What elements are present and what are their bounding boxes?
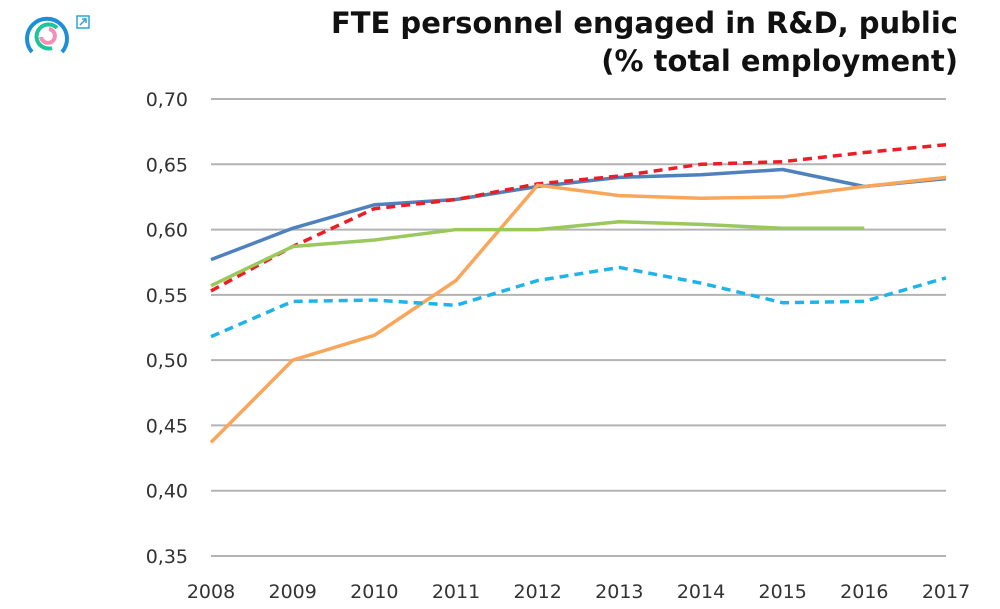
y-tick-label: 0,60 — [146, 220, 188, 242]
y-tick-label: 0,35 — [146, 546, 188, 568]
series-line-red-dashed — [210, 142, 947, 293]
logo-icon[interactable] — [22, 10, 72, 64]
y-tick-label: 0,45 — [146, 415, 188, 437]
series-line-cyan-dashed — [210, 265, 947, 339]
x-tick-label: 2010 — [350, 581, 398, 603]
title-line: FTE personnel engaged in R&D, public — [330, 6, 958, 40]
subtitle-line: (% total employment) — [601, 44, 958, 78]
external-link-icon[interactable] — [76, 14, 90, 33]
y-tick-label: 0,55 — [146, 285, 188, 307]
x-tick-label: 2014 — [677, 581, 725, 603]
y-tick-label: 0,65 — [146, 154, 188, 176]
chart-title: FTE personnel engaged in R&D, public (% … — [331, 4, 958, 80]
y-tick-label: 0,50 — [146, 350, 188, 372]
y-tick-label: 0,70 — [146, 89, 188, 111]
x-tick-label: 2009 — [268, 581, 316, 603]
y-tick-label: 0,40 — [146, 481, 188, 503]
x-tick-label: 2013 — [595, 581, 643, 603]
x-tick-label: 2012 — [513, 581, 561, 603]
x-tick-label: 2017 — [922, 581, 970, 603]
x-tick-label: 2008 — [187, 581, 235, 603]
x-tick-label: 2011 — [432, 581, 480, 603]
series-line-green — [210, 219, 865, 288]
x-tick-label: 2015 — [758, 581, 806, 603]
series-line-orange — [209, 175, 947, 444]
x-tick-label: 2016 — [840, 581, 888, 603]
series-line-blue — [210, 167, 947, 262]
